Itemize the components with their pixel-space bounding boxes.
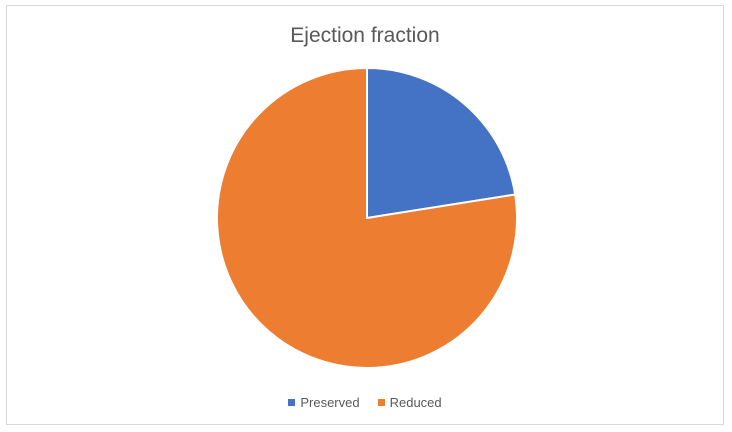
legend: Preserved Reduced — [7, 395, 723, 410]
legend-item-reduced: Reduced — [377, 395, 442, 410]
legend-label: Preserved — [300, 395, 360, 410]
pie-chart — [216, 66, 518, 369]
pie-slice-preserved — [366, 66, 517, 220]
pie-slice-reduced — [216, 66, 518, 369]
legend-label: Reduced — [389, 395, 442, 410]
legend-item-preserved: Preserved — [288, 395, 360, 410]
legend-swatch — [377, 399, 385, 406]
legend-swatch — [288, 399, 296, 406]
chart-frame: Ejection fraction Preserved Reduced — [6, 5, 724, 425]
chart-title: Ejection fraction — [290, 24, 440, 47]
